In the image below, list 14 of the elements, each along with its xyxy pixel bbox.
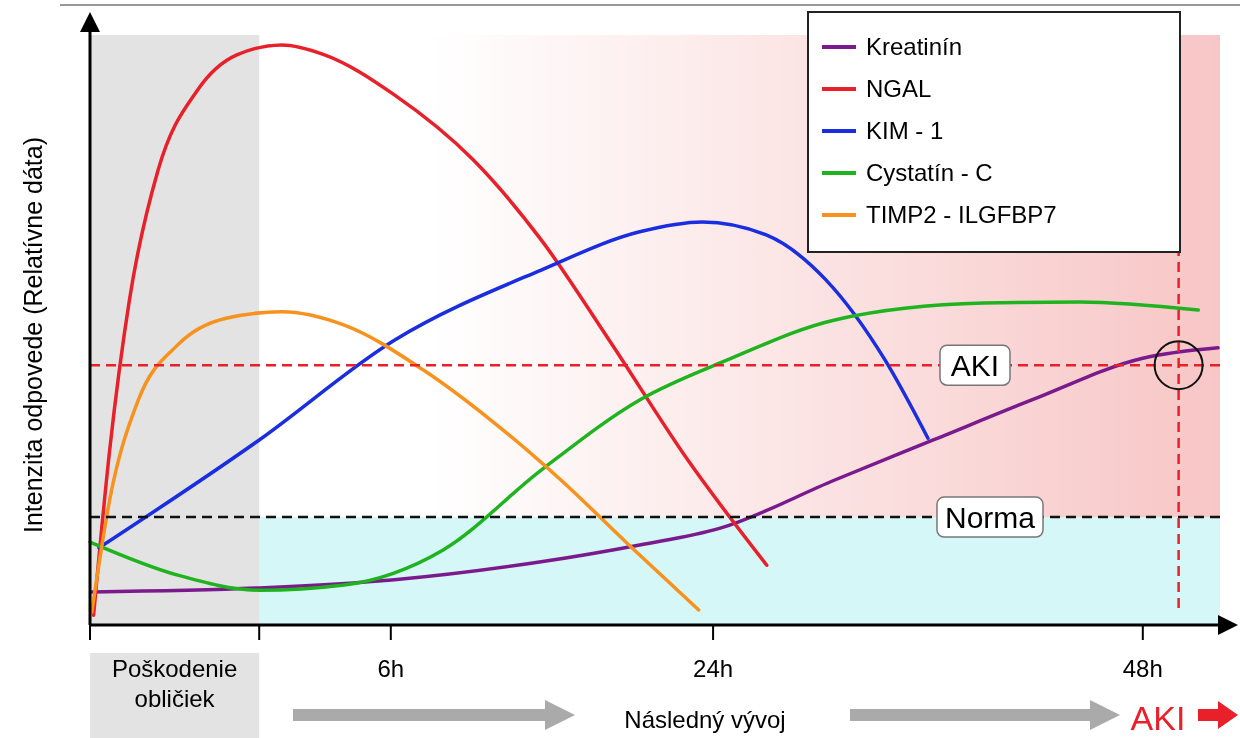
y-axis-title: Intenzita odpovede (Relatívne dáta) [19,136,47,534]
ref-line-label: AKI [950,349,1000,383]
x-tick-label: 24h [693,655,734,682]
legend-label: Cystatín - C [866,159,993,186]
x-tick-label: 48h [1122,655,1163,682]
legend-label: Kreatinín [866,33,963,60]
x-axis-title: Následný vývoj [624,706,786,733]
legend-label: TIMP2 - ILGFBP7 [866,201,1057,228]
legend-label: KIM - 1 [866,117,944,144]
ref-line-label: Norma [944,501,1036,535]
legend-label: NGAL [866,75,932,102]
band-label: Poškodenie obličiek [111,655,238,712]
text: AKI [1130,699,1186,737]
x-tick-label: 6h [377,655,405,682]
